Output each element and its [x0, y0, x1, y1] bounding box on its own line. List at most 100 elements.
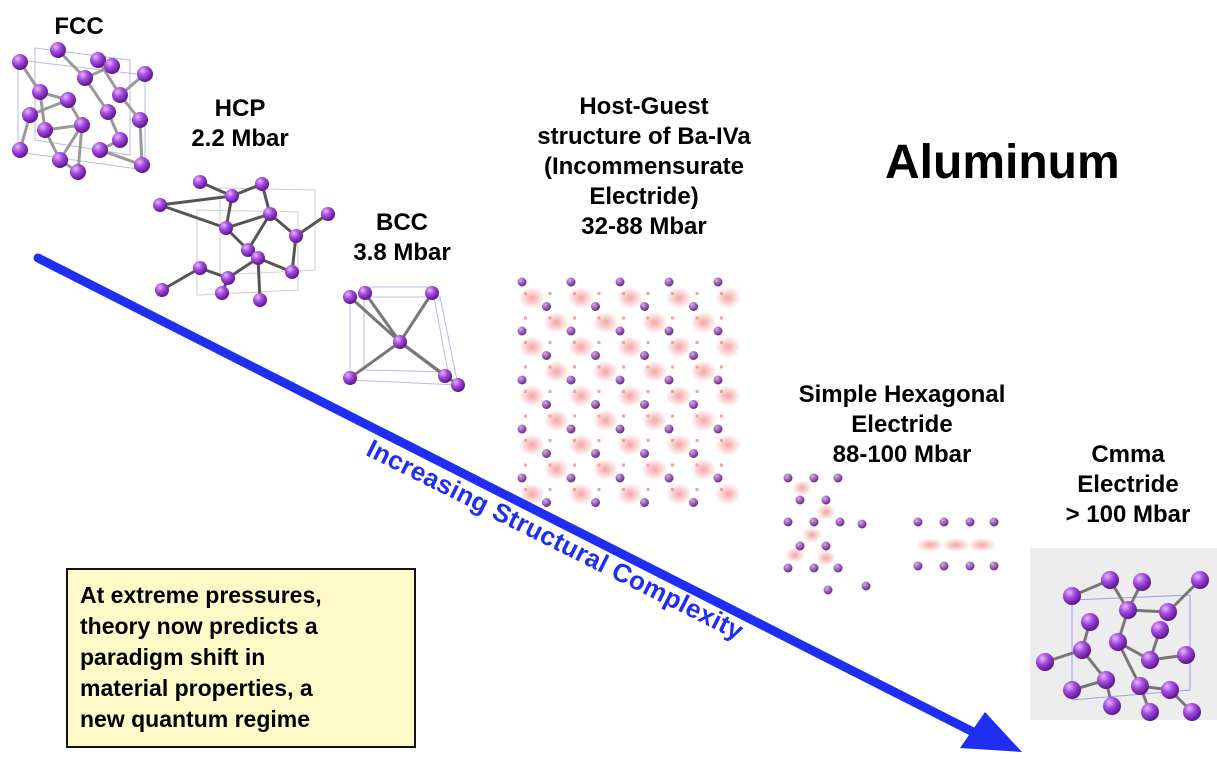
density-dot: [720, 488, 723, 491]
density-dot: [646, 414, 650, 418]
electride-density: [690, 311, 717, 334]
density-dot: [548, 365, 552, 369]
density-dot: [695, 463, 699, 467]
unit-cell-edge: [219, 187, 316, 276]
electride-density: [519, 336, 545, 358]
complexity-arrow: [33, 253, 1022, 752]
density-dot: [524, 439, 527, 442]
fcc-atom: [112, 87, 128, 103]
density-dot: [597, 414, 601, 418]
fcc-atom: [112, 132, 128, 148]
host-guest-atom: [566, 277, 576, 287]
host-guest-atom: [664, 424, 674, 434]
host-guest-atom: [664, 277, 674, 287]
fcc-atom: [134, 157, 150, 173]
host-guest-atom: [689, 400, 698, 409]
label-hcp: HCP 2.2 Mbar: [191, 95, 289, 152]
sh-atom: [833, 563, 843, 573]
density-dot: [524, 390, 527, 393]
host-guest-atom: [542, 449, 551, 458]
electride-density: [666, 483, 692, 505]
electride-density: [592, 458, 619, 481]
host-guest-atom: [591, 400, 600, 409]
sh-atom: [965, 561, 975, 571]
host-guest-atom: [615, 326, 625, 336]
density-dot: [524, 316, 527, 320]
density-dot: [524, 414, 527, 418]
electride-density: [592, 360, 619, 383]
sh-atom: [989, 517, 999, 527]
electride-density: [641, 311, 668, 334]
density-dot: [671, 390, 674, 393]
sh-atom: [989, 561, 999, 571]
density-dot: [597, 488, 601, 491]
sh-atom: [939, 517, 949, 527]
host-guest-atom: [591, 351, 600, 360]
cmma-atom: [1101, 571, 1119, 589]
bond: [363, 292, 402, 343]
density-dot: [548, 488, 552, 491]
hcp-atom: [263, 207, 277, 221]
density-dot: [720, 341, 723, 344]
host-guest-atom: [664, 375, 674, 385]
density-dot: [524, 341, 527, 344]
fcc-atom: [32, 84, 48, 100]
cmma-atom: [1151, 621, 1169, 639]
host-guest-atom: [640, 302, 649, 311]
electride-density: [785, 547, 805, 563]
cmma-atom: [1063, 681, 1081, 699]
host-guest-atom: [689, 351, 698, 360]
density-dot: [524, 463, 527, 467]
electride-density: [715, 287, 741, 309]
sh-atom: [835, 517, 845, 527]
sh-atom: [783, 517, 793, 527]
hcp-atom: [255, 177, 269, 191]
density-dot: [646, 439, 650, 442]
host-guest-atom: [640, 449, 649, 458]
note-box: At extreme pressures, theory now predict…: [66, 568, 416, 748]
host-guest-atom: [689, 302, 698, 311]
electride-density: [568, 434, 594, 456]
cmma-atom: [1141, 703, 1159, 721]
host-guest-atom: [689, 449, 698, 458]
electride-density: [942, 538, 970, 552]
fcc-structure: [12, 42, 153, 180]
density-dot: [573, 390, 576, 393]
density-dot: [573, 463, 576, 467]
note-line: paradigm shift in: [80, 644, 266, 670]
bcc-structure: [343, 286, 465, 392]
density-dot: [622, 341, 625, 344]
density-dot: [597, 292, 601, 295]
density-dot: [671, 414, 674, 418]
host-guest-atom: [566, 473, 576, 483]
density-dot: [524, 292, 527, 295]
page-title: Aluminum: [885, 136, 1120, 189]
electride-density: [617, 434, 643, 456]
cmma-atom: [1081, 613, 1099, 631]
bond: [349, 340, 401, 380]
cmma-atom: [1183, 703, 1201, 721]
host-guest-atom: [517, 473, 527, 483]
host-guest-atom: [591, 498, 600, 507]
density-dot: [720, 439, 723, 442]
bcc-atom: [438, 369, 452, 383]
label-host-guest: Host-Guest structure of Ba-IVa (Incommen…: [537, 93, 751, 240]
sh-atom: [833, 473, 843, 483]
fcc-atom: [92, 142, 108, 158]
sh-atom: [809, 563, 819, 573]
cmma-structure-background: [1030, 548, 1217, 720]
density-dot: [597, 390, 601, 393]
electride-density: [641, 458, 668, 481]
density-dot: [720, 316, 723, 320]
host-guest-atom: [517, 277, 527, 287]
electride-density: [592, 409, 619, 432]
host-guest-atom: [517, 424, 527, 434]
hcp-atom: [225, 189, 239, 203]
sh-atom: [809, 473, 819, 483]
density-dot: [646, 316, 650, 320]
host-guest-atom: [640, 498, 649, 507]
electride-density: [617, 287, 643, 309]
host-guest-atom: [542, 400, 551, 409]
cmma-atom: [1063, 587, 1081, 605]
fcc-atom: [50, 42, 66, 58]
